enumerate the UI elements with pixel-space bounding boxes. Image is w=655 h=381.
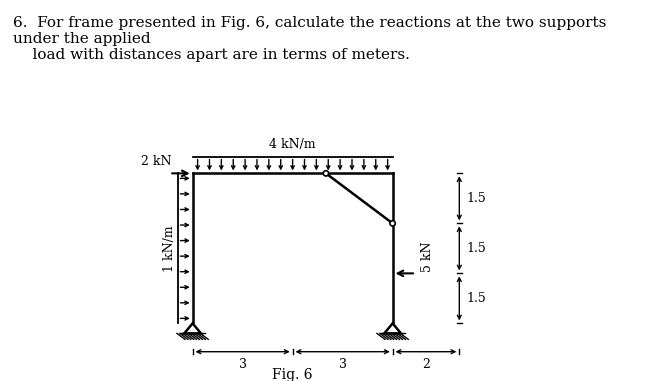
Text: 3: 3 xyxy=(238,359,246,371)
Text: 3: 3 xyxy=(339,359,346,371)
Text: 6.  For frame presented in Fig. 6, calculate the reactions at the two supports u: 6. For frame presented in Fig. 6, calcul… xyxy=(13,16,607,62)
Text: 5 kN: 5 kN xyxy=(421,241,434,272)
Circle shape xyxy=(324,171,329,176)
Text: Fig. 6: Fig. 6 xyxy=(272,368,313,381)
Text: 1.5: 1.5 xyxy=(466,292,486,305)
Text: 1.5: 1.5 xyxy=(466,192,486,205)
Text: 1 kN/m: 1 kN/m xyxy=(162,225,176,272)
Text: 1.5: 1.5 xyxy=(466,242,486,255)
Text: 4 kN/m: 4 kN/m xyxy=(269,138,316,151)
Text: 2: 2 xyxy=(422,359,430,371)
Text: 2 kN: 2 kN xyxy=(141,155,171,168)
Circle shape xyxy=(390,221,396,226)
